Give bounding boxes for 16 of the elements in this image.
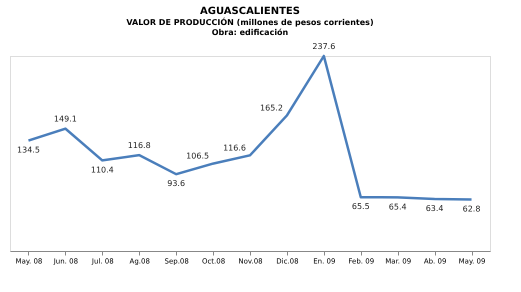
- data-label: 65.4: [388, 202, 407, 212]
- data-label: 165.2: [260, 103, 283, 112]
- text: VALOR DE PRODUCCIÓN (millones de pesos corrientes): [126, 18, 374, 27]
- text: Obra: edificación: [212, 28, 288, 37]
- data-label: 106.5: [186, 152, 210, 161]
- data-label: 62.8: [462, 204, 480, 214]
- data-label: 63.4: [426, 204, 444, 213]
- data-label: 149.1: [54, 114, 77, 124]
- data-label: 116.8: [128, 141, 151, 150]
- data-label: 110.4: [90, 165, 114, 174]
- data-label: 134.5: [17, 146, 40, 155]
- chart-title: AGUASCALIENTES: [200, 6, 300, 17]
- data-label: 65.5: [352, 202, 370, 212]
- data-label: 237.6: [312, 42, 336, 51]
- data-label: 116.6: [223, 143, 246, 152]
- data-label: 93.6: [167, 179, 186, 188]
